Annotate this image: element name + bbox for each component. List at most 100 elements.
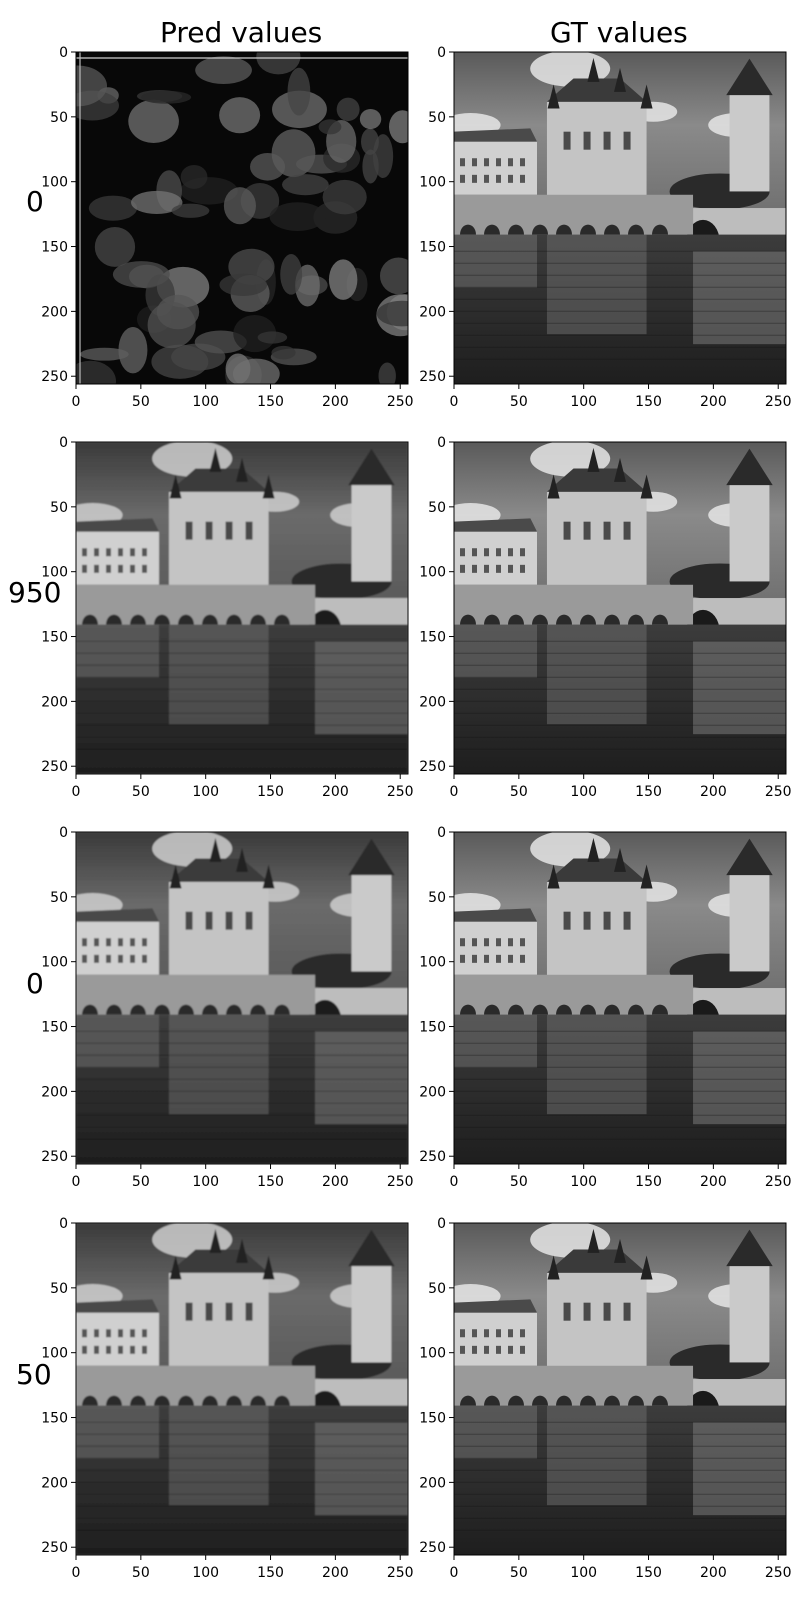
- spire: [236, 457, 248, 482]
- tower: [729, 481, 770, 582]
- noise-blob: [223, 187, 256, 225]
- panel-image: [454, 1223, 786, 1555]
- y-tick-label: 150: [41, 240, 68, 256]
- spire: [640, 84, 653, 109]
- y-tick-label: 0: [59, 1216, 68, 1232]
- noise-blob: [195, 56, 252, 85]
- y-tick-label: 200: [419, 1475, 446, 1491]
- x-tick-label: 150: [257, 1565, 284, 1581]
- axes-frame: [453, 831, 787, 1165]
- y-tick-label: 250: [419, 759, 446, 775]
- reflection: [546, 234, 647, 335]
- castle-wing: [454, 141, 537, 195]
- spire: [262, 1255, 275, 1280]
- spire: [547, 474, 560, 499]
- noise-blob: [147, 301, 196, 349]
- spire: [614, 1238, 626, 1263]
- y-tick-label: 0: [59, 435, 68, 451]
- x-tick-label: 50: [510, 784, 528, 800]
- x-tick-label: 200: [322, 784, 349, 800]
- row-label-1: 950: [8, 576, 62, 609]
- castle-keep: [168, 881, 269, 982]
- y-tick-label: 100: [41, 175, 68, 191]
- x-tick-label: 150: [635, 1565, 662, 1581]
- y-tick-label: 100: [41, 1346, 68, 1362]
- noise-blob: [361, 128, 379, 155]
- y-tick-label: 0: [437, 45, 446, 61]
- x-tick-label: 150: [635, 784, 662, 800]
- noise-blob: [287, 67, 311, 116]
- x-tick-label: 100: [570, 1174, 597, 1190]
- spire: [209, 447, 222, 472]
- castle-keep: [546, 101, 647, 202]
- spire: [640, 864, 653, 889]
- x-tick-label: 0: [450, 1565, 459, 1581]
- noise-blob: [379, 257, 408, 295]
- x-tick-label: 0: [450, 394, 459, 410]
- y-tick-label: 150: [419, 1020, 446, 1036]
- noise-blob: [328, 259, 358, 300]
- y-tick-label: 50: [50, 500, 68, 516]
- spire: [587, 1228, 600, 1253]
- noise-blob: [76, 65, 108, 107]
- y-tick-label: 200: [419, 304, 446, 320]
- x-tick-label: 250: [387, 394, 414, 410]
- castle-wing: [76, 1312, 159, 1366]
- castle-wing: [454, 531, 537, 585]
- y-tick-label: 100: [41, 565, 68, 581]
- tower: [729, 91, 770, 192]
- x-tick-label: 100: [570, 1565, 597, 1581]
- y-tick-label: 50: [428, 890, 446, 906]
- y-tick-label: 200: [419, 694, 446, 710]
- spire: [614, 457, 626, 482]
- x-tick-label: 200: [700, 1565, 727, 1581]
- noise-blob: [376, 300, 408, 327]
- noise-blob: [79, 347, 129, 361]
- castle-keep: [168, 491, 269, 592]
- axes-frame: [75, 441, 409, 775]
- spire: [209, 837, 222, 862]
- y-tick-label: 100: [419, 565, 446, 581]
- reflection: [546, 1014, 647, 1115]
- x-tick-label: 150: [257, 394, 284, 410]
- axes-frame: [75, 1222, 409, 1556]
- y-tick-label: 200: [419, 1084, 446, 1100]
- x-tick-label: 100: [192, 784, 219, 800]
- axes-frame: [453, 51, 787, 385]
- y-tick-label: 200: [41, 1475, 68, 1491]
- noise-blob: [180, 164, 208, 189]
- x-tick-label: 200: [322, 394, 349, 410]
- noise-blob: [389, 110, 408, 144]
- reflection: [168, 1014, 269, 1115]
- y-tick-label: 200: [41, 304, 68, 320]
- x-tick-label: 150: [635, 1174, 662, 1190]
- castle-wing: [76, 921, 159, 975]
- x-tick-label: 100: [570, 784, 597, 800]
- y-tick-label: 50: [428, 1281, 446, 1297]
- y-tick-label: 0: [437, 825, 446, 841]
- panel-image: [454, 442, 786, 774]
- spire: [169, 1255, 182, 1280]
- x-tick-label: 250: [765, 394, 792, 410]
- x-tick-label: 250: [387, 784, 414, 800]
- castle-wing: [76, 531, 159, 585]
- spire: [640, 1255, 653, 1280]
- row-label-0: 0: [26, 185, 44, 218]
- noise-blob: [271, 345, 296, 360]
- spire: [236, 1238, 248, 1263]
- panel-image: [454, 52, 786, 384]
- y-tick-label: 50: [50, 890, 68, 906]
- y-tick-label: 50: [50, 110, 68, 126]
- tower: [729, 1262, 770, 1363]
- x-tick-label: 50: [510, 1174, 528, 1190]
- noise-blob: [141, 90, 192, 104]
- tower: [351, 871, 392, 972]
- x-tick-label: 50: [132, 1565, 150, 1581]
- x-tick-label: 100: [192, 1174, 219, 1190]
- spire: [262, 474, 275, 499]
- x-tick-label: 50: [510, 1565, 528, 1581]
